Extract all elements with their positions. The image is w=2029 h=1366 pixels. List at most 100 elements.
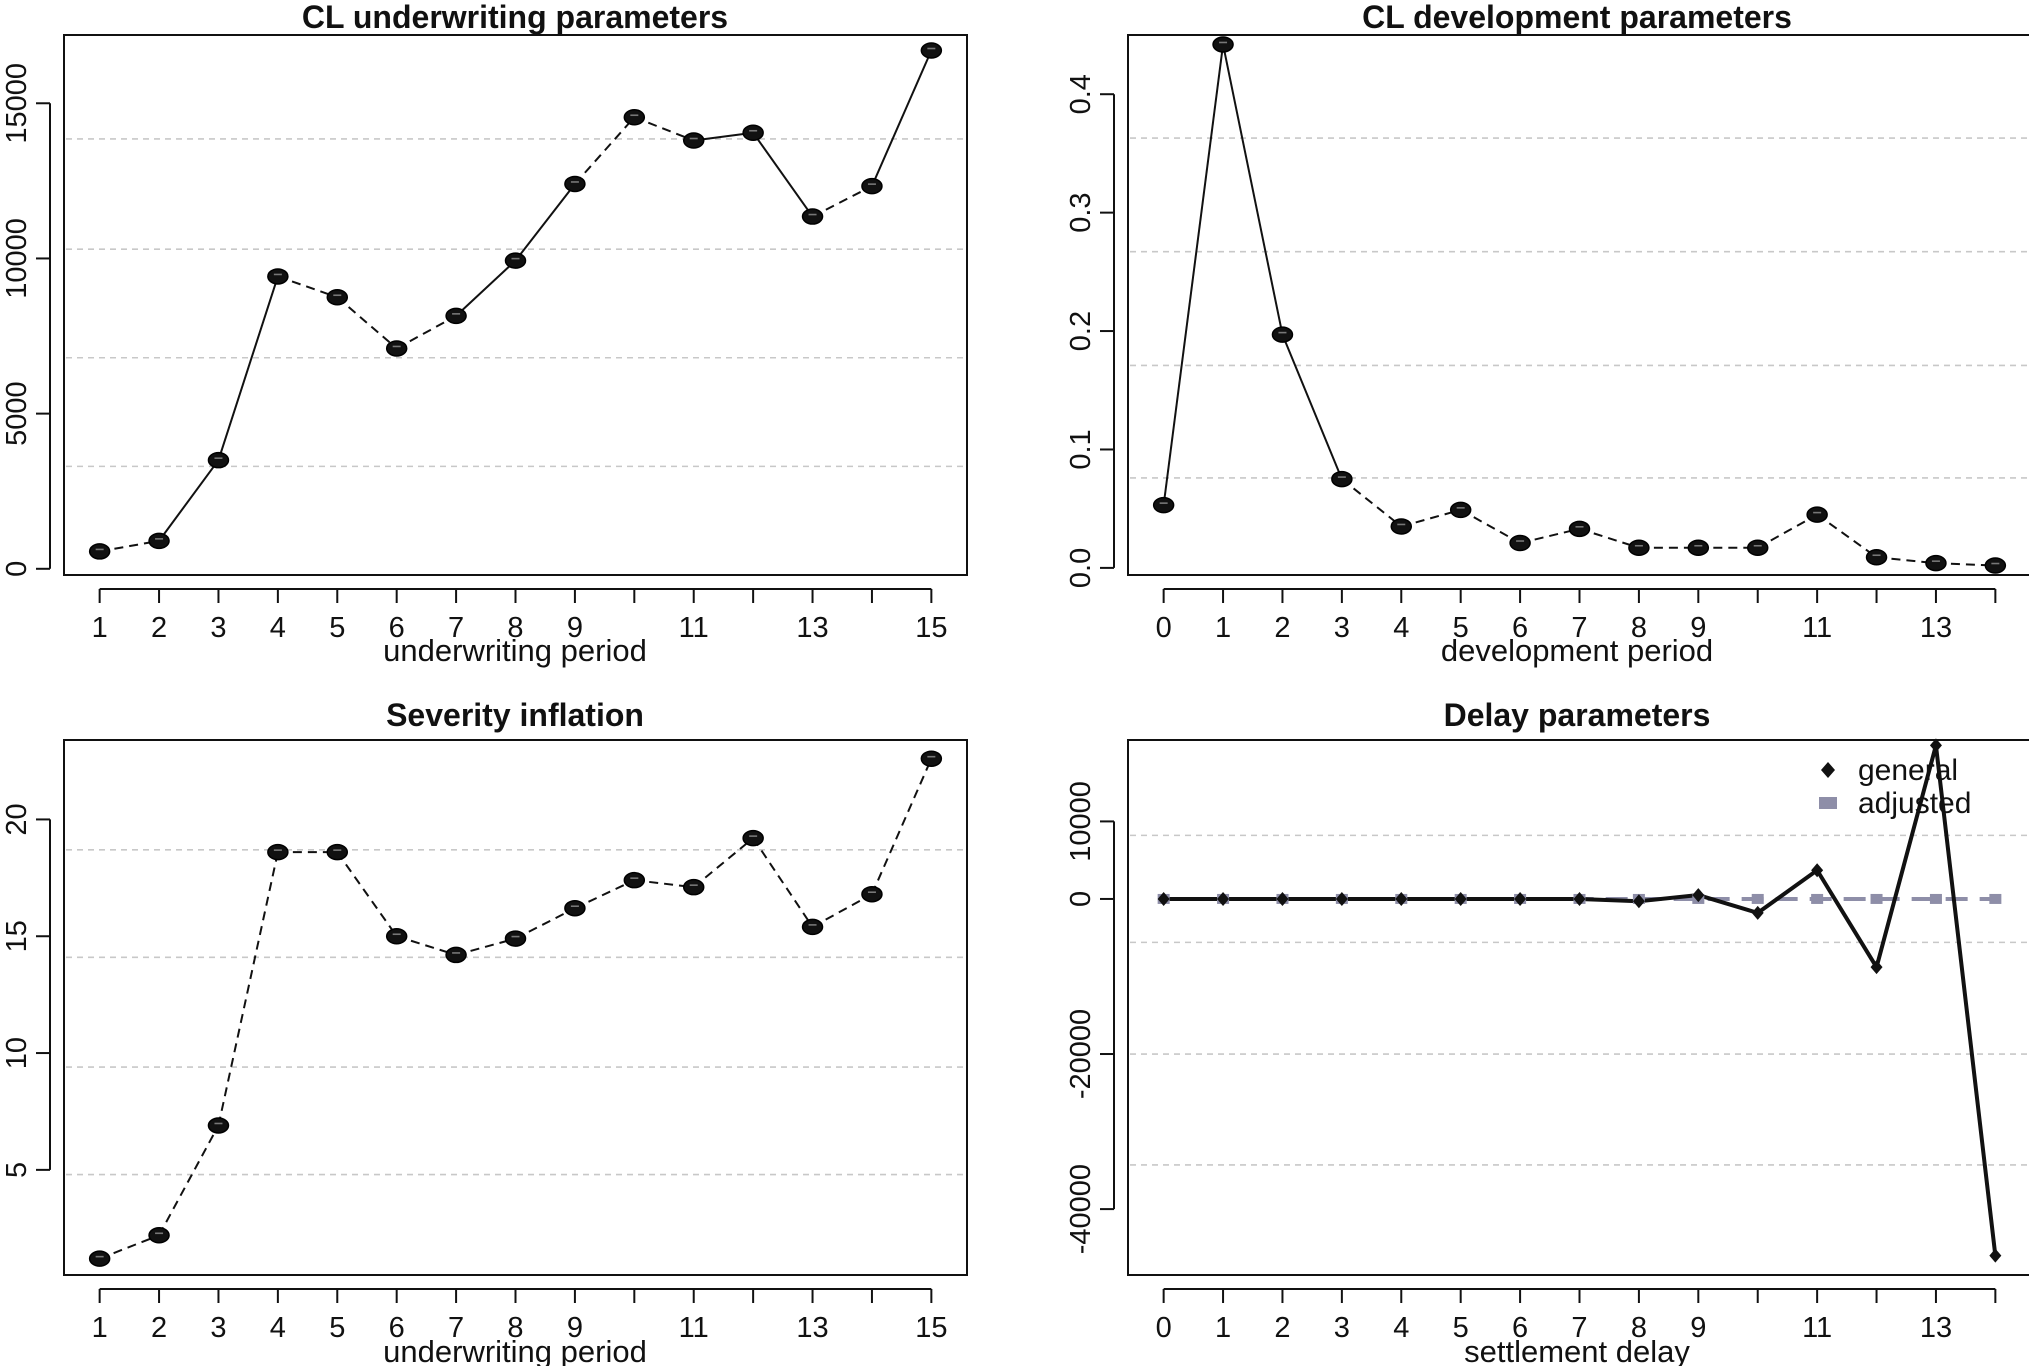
x-tick-label: 2 xyxy=(1274,612,1290,644)
series-markers xyxy=(88,42,943,560)
x-tick-label: 1 xyxy=(92,612,108,644)
x-tick-label: 11 xyxy=(679,1312,709,1344)
x-tick-label: 2 xyxy=(1274,1312,1290,1344)
plot-frame xyxy=(63,34,968,576)
y-tick-label: 20 xyxy=(1,803,33,835)
data-point xyxy=(564,899,586,917)
chart-title: Severity inflation xyxy=(386,697,644,733)
data-point xyxy=(1271,326,1294,343)
x-tick-label: 0 xyxy=(1156,1312,1172,1344)
series-line-segment xyxy=(514,183,576,262)
data-point-general xyxy=(1929,738,1942,753)
series-line-segment xyxy=(574,879,635,910)
x-tick-label: 13 xyxy=(796,612,828,644)
grid-lines xyxy=(1130,137,2029,479)
series-line-segment xyxy=(99,1234,160,1260)
x-axis-label: underwriting period xyxy=(383,1334,647,1366)
x-tick-label: 6 xyxy=(389,612,405,644)
x-tick-label: 13 xyxy=(796,1312,828,1344)
y-axis: 0.0 0.1 0.2 0.3 0.4 xyxy=(1065,74,1115,588)
data-point xyxy=(88,1250,111,1267)
data-point-adjusted xyxy=(1751,893,1764,904)
data-point xyxy=(1925,554,1947,572)
series-line-segment xyxy=(515,907,576,940)
x-tick-label: 6 xyxy=(1512,612,1528,644)
data-point xyxy=(742,124,764,142)
series-lines xyxy=(99,50,933,553)
data-point xyxy=(1687,539,1710,557)
data-point-general xyxy=(1573,891,1586,906)
x-tick-label: 7 xyxy=(1571,1312,1587,1344)
series-line-segment xyxy=(158,459,220,542)
y-tick-label: 0.3 xyxy=(1065,192,1097,232)
y-tick-label: 10000 xyxy=(1065,781,1097,862)
series-line-segment xyxy=(217,276,279,461)
chart-title: CL underwriting parameters xyxy=(302,0,728,35)
x-tick-label: 5 xyxy=(1453,1312,1469,1344)
y-tick-label: 0.1 xyxy=(1065,429,1097,469)
x-tick-label: 6 xyxy=(389,1312,405,1344)
y-tick-label: 5 xyxy=(1,1162,33,1178)
x-axis-label: underwriting period xyxy=(383,633,647,668)
data-point-general xyxy=(1276,891,1289,906)
y-tick-label: 0.2 xyxy=(1065,311,1097,351)
x-tick-label: 3 xyxy=(1334,1312,1350,1344)
data-point-general xyxy=(1870,960,1883,975)
x-axis: 0 1 2 3 4 5 6 7 8 9 11 13 xyxy=(1156,588,1997,644)
y-tick-label: 10000 xyxy=(1,218,33,299)
x-axis-label: development period xyxy=(1441,633,1713,668)
data-point xyxy=(445,307,467,325)
data-point-adjusted xyxy=(1929,893,1942,904)
x-axis: 0 1 2 3 4 5 6 7 8 9 11 13 xyxy=(1156,1288,1997,1344)
x-tick-label: 7 xyxy=(448,612,464,644)
data-point-general xyxy=(1751,905,1764,920)
data-point xyxy=(1212,36,1234,53)
series-line-segment xyxy=(455,259,517,317)
x-tick-label: 2 xyxy=(151,1312,167,1344)
data-point xyxy=(801,918,824,936)
data-point xyxy=(88,543,111,560)
data-point xyxy=(861,177,883,195)
legend-marker-general xyxy=(1821,762,1835,778)
series-line-segment xyxy=(396,314,457,350)
data-point xyxy=(1331,470,1353,488)
y-axis: -40000 -20000 0 10000 xyxy=(1065,781,1115,1254)
data-point xyxy=(564,175,586,193)
x-axis: 1 2 3 4 5 6 7 8 9 11 13 15 xyxy=(92,588,947,644)
y-tick-label: 15 xyxy=(1,920,33,952)
series-line-segment xyxy=(1757,513,1818,549)
data-point-general xyxy=(1395,891,1408,906)
x-tick-label: 9 xyxy=(567,1312,583,1344)
legend-label-general: general xyxy=(1858,754,1958,787)
x-tick-label: 7 xyxy=(448,1312,464,1344)
plot-frame xyxy=(1127,34,2029,576)
data-point xyxy=(1509,534,1531,552)
x-tick-label: 6 xyxy=(1512,1312,1528,1344)
plot-frame xyxy=(1127,739,2029,1276)
grid-lines xyxy=(1130,834,2029,1166)
data-point xyxy=(1449,501,1472,519)
data-point xyxy=(1568,520,1591,538)
y-axis: 5 10 15 20 xyxy=(1,803,51,1178)
x-tick-label: 4 xyxy=(270,1312,286,1344)
y-tick-label: 0.4 xyxy=(1065,74,1097,114)
x-tick-label: 3 xyxy=(210,612,226,644)
y-tick-label: 10 xyxy=(1,1037,33,1069)
data-point-general xyxy=(1217,891,1230,906)
y-tick-label: -20000 xyxy=(1065,1009,1097,1099)
y-tick-label: 5000 xyxy=(1,381,33,446)
data-point xyxy=(1984,557,2007,574)
series-lines xyxy=(1162,44,1996,567)
panel-delay-parameters: Delay parameters 0 1 2 3 4 5 6 7 8 9 11 13 -40000 -2… xyxy=(1065,697,2029,1366)
series-line-segment xyxy=(1162,44,1225,506)
series-line-segment xyxy=(871,758,933,895)
x-tick-label: 3 xyxy=(1334,612,1350,644)
series-line-segment xyxy=(871,50,933,187)
series-line-segment xyxy=(752,837,814,928)
series-lines xyxy=(1163,744,1998,1256)
data-point xyxy=(801,208,824,225)
x-tick-label: 5 xyxy=(1453,612,1469,644)
x-tick-label: 1 xyxy=(1215,1312,1231,1344)
x-tick-label: 4 xyxy=(1393,612,1409,644)
